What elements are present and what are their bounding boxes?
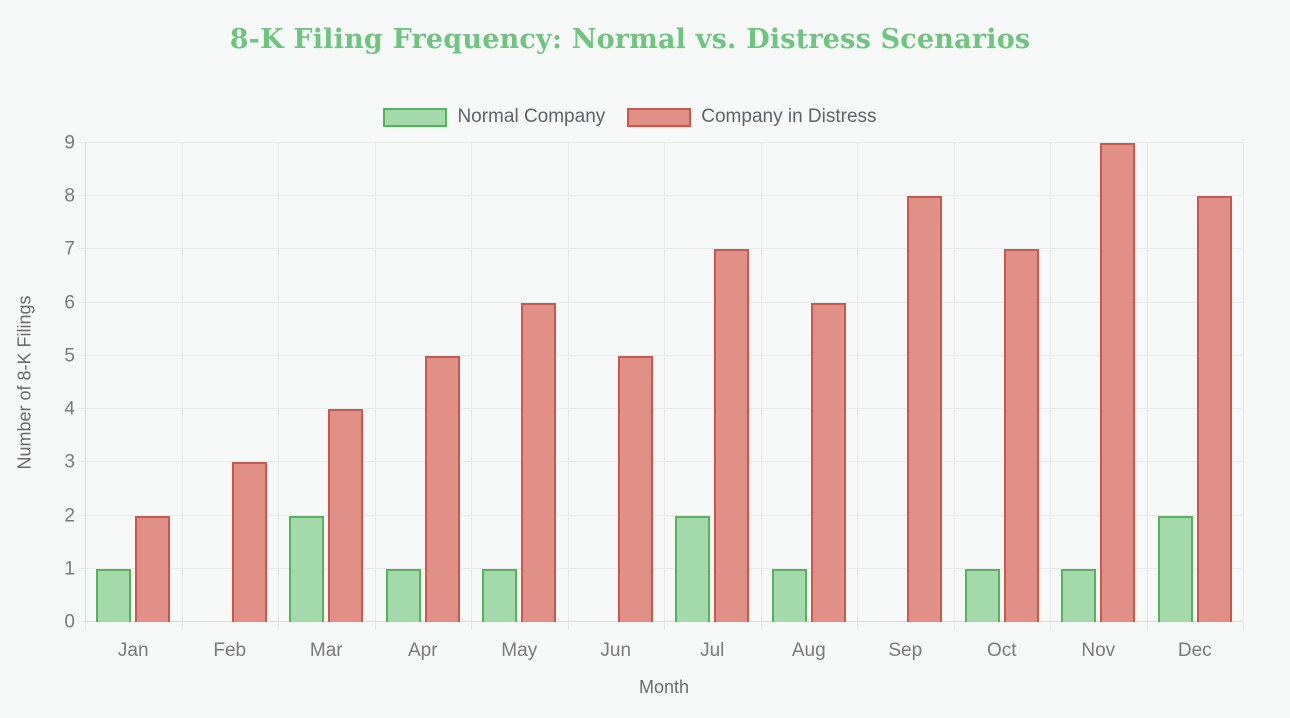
gridline-vertical: [857, 143, 858, 630]
x-tick-label-aug: Aug: [791, 640, 826, 661]
bar-group-jun: [568, 143, 665, 622]
gridline-horizontal: [78, 514, 1243, 516]
gridline-vertical: [278, 143, 279, 630]
bar-normal-company-apr: [385, 568, 421, 622]
bar-group-mar: [278, 143, 375, 622]
bar-company-in-distress-jul: [714, 249, 750, 622]
y-tick-label: 3: [64, 451, 75, 473]
y-tick-label: 0: [64, 611, 75, 633]
x-tick-label-jan: Jan: [117, 640, 149, 661]
bar-company-in-distress-feb: [231, 462, 267, 622]
y-tick-label: 9: [64, 132, 75, 154]
x-tick-label-mar: Mar: [309, 640, 343, 661]
y-tick-label: 1: [64, 558, 75, 580]
y-tick-label: 2: [64, 505, 75, 527]
bar-group-jul: [664, 143, 761, 622]
gridline-horizontal: [78, 567, 1243, 569]
x-tick-label-dec: Dec: [1177, 640, 1212, 661]
bar-company-in-distress-apr: [424, 355, 460, 622]
gridline-horizontal: [78, 142, 1243, 143]
bar-normal-company-nov: [1061, 568, 1097, 622]
bar-company-in-distress-sep: [907, 196, 943, 622]
bar-company-in-distress-jan: [135, 515, 171, 622]
bar-group-sep: [857, 143, 954, 622]
bar-company-in-distress-oct: [1003, 249, 1039, 622]
x-tick-label-nov: Nov: [1081, 640, 1116, 661]
x-tick-label-feb: Feb: [213, 640, 247, 661]
x-axis-line: [85, 621, 1243, 622]
gridline-vertical: [1243, 143, 1244, 630]
bar-group-feb: [182, 143, 279, 622]
x-axis-tick-labels: Jan Feb Mar Apr May Jun Jul Aug Sep Oct Nov Dec: [85, 641, 1243, 665]
legend-label-company-in-distress: Company in Distress: [701, 106, 877, 127]
y-tick-label: 4: [64, 398, 75, 420]
legend-swatch-normal-company-icon: [383, 107, 448, 127]
gridline-vertical: [567, 143, 569, 630]
bar-normal-company-aug: [771, 568, 807, 622]
bar-company-in-distress-mar: [328, 409, 364, 622]
y-axis-tick-labels: 0 1 2 3 4 5 6 7 8 9: [0, 134, 75, 632]
gridline-vertical: [1050, 143, 1051, 630]
gridline-horizontal: [78, 461, 1243, 463]
legend-item-company-in-distress: Company in Distress: [627, 106, 877, 128]
bar-company-in-distress-jun: [617, 355, 653, 622]
bar-normal-company-mar: [289, 515, 325, 622]
legend-item-normal-company: Normal Company: [383, 106, 605, 128]
bar-group-may: [471, 143, 568, 622]
gridline-vertical: [760, 143, 762, 630]
chart-title: 8-K Filing Frequency: Normal vs. Distres…: [229, 24, 1031, 55]
x-tick-label-jul: Jul: [700, 640, 725, 661]
gridline-vertical: [1146, 143, 1148, 630]
bar-group-oct: [954, 143, 1051, 622]
bar-company-in-distress-dec: [1196, 196, 1232, 622]
legend-swatch-company-in-distress-icon: [627, 107, 692, 127]
gridline-vertical: [953, 143, 955, 630]
y-tick-label: 8: [64, 185, 75, 207]
bar-group-dec: [1147, 143, 1244, 622]
y-axis-line: [85, 143, 86, 622]
bar-normal-company-oct: [964, 568, 1000, 622]
bar-group-apr: [375, 143, 472, 622]
bar-group-jan: [85, 143, 182, 622]
legend-label-normal-company: Normal Company: [457, 106, 606, 127]
bar-company-in-distress-may: [521, 302, 557, 622]
x-tick-label-apr: Apr: [407, 640, 438, 661]
bar-normal-company-dec: [1157, 515, 1193, 622]
y-tick-label: 6: [64, 292, 75, 314]
bar-group-aug: [761, 143, 858, 622]
x-tick-label-sep: Sep: [888, 640, 923, 661]
gridline-horizontal: [78, 195, 1243, 197]
x-tick-label-jun: Jun: [600, 640, 632, 661]
y-tick-label: 5: [64, 345, 75, 367]
gridline-horizontal: [78, 248, 1243, 250]
x-tick-label-oct: Oct: [986, 640, 1017, 661]
gridline-vertical: [471, 143, 472, 630]
bar-group-nov: [1050, 143, 1147, 622]
bar-company-in-distress-nov: [1100, 143, 1136, 622]
gridline-vertical: [374, 143, 376, 630]
gridline-horizontal: [78, 354, 1243, 356]
bar-normal-company-jan: [96, 568, 132, 622]
gridline-vertical: [181, 143, 183, 630]
gridline-horizontal: [78, 301, 1243, 303]
bar-company-in-distress-aug: [810, 302, 846, 622]
legend: Normal Company Company in Distress: [0, 106, 1260, 128]
y-tick-label: 7: [64, 238, 75, 260]
bar-normal-company-jul: [675, 515, 711, 622]
x-tick-label-may: May: [501, 640, 538, 661]
gridline-vertical: [664, 143, 665, 630]
x-axis-title: Month: [638, 677, 690, 697]
gridline-horizontal: [78, 408, 1243, 410]
plot-area: [78, 142, 1244, 630]
bar-normal-company-may: [482, 568, 518, 622]
